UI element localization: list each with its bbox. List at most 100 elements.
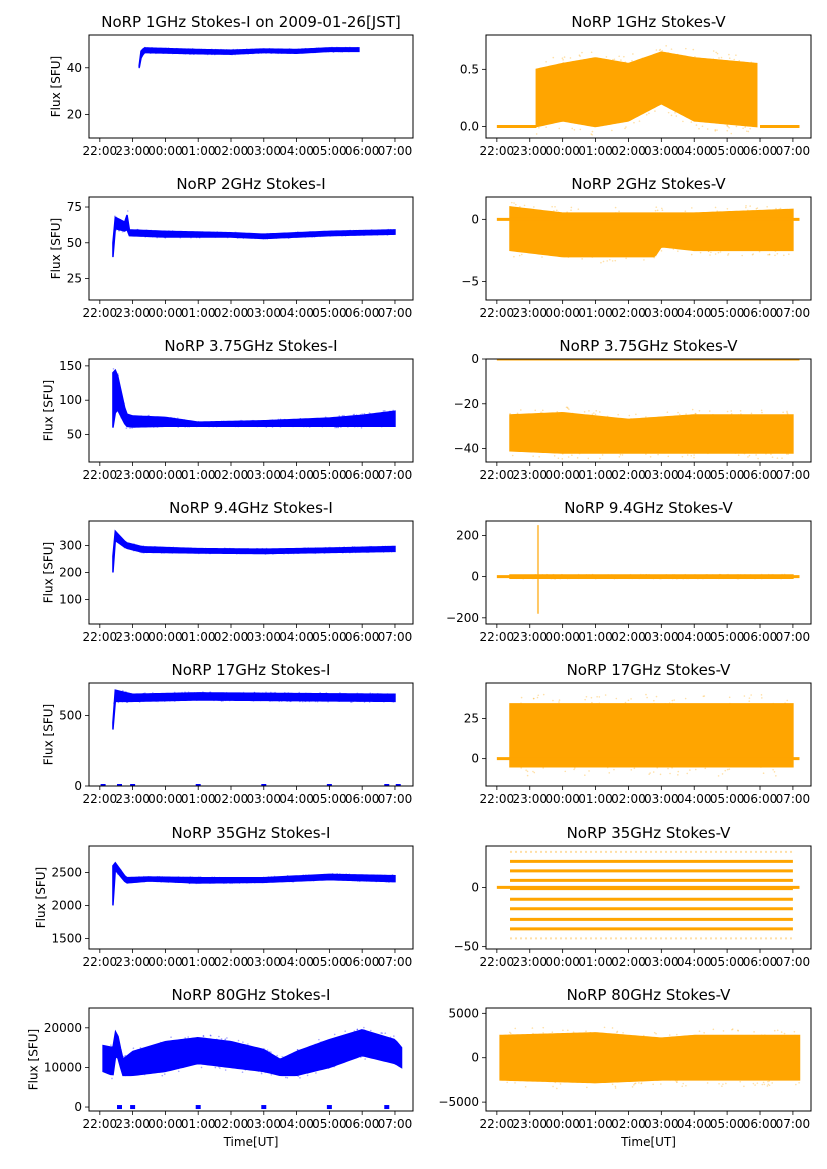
data-point (383, 701, 385, 703)
data-point (352, 700, 355, 703)
data-point (352, 414, 355, 416)
data-point (349, 551, 351, 554)
data-point (716, 129, 718, 131)
data-point (693, 456, 695, 459)
data-band (112, 214, 396, 258)
data-point (392, 409, 394, 412)
data-point (257, 548, 259, 550)
data-point (749, 127, 751, 130)
data-point (110, 1044, 112, 1046)
data-point (376, 874, 378, 877)
y-tick-label: 0 (471, 570, 479, 584)
data-point (531, 1027, 534, 1029)
data-point (516, 412, 519, 415)
data-point (727, 254, 729, 256)
data-point (197, 552, 200, 555)
data-point (210, 53, 213, 56)
data-point (210, 1034, 212, 1037)
data-point (229, 547, 231, 550)
data-point (310, 700, 313, 702)
data-point (545, 61, 547, 63)
data-point (228, 420, 231, 423)
panel-title: NoRP 3.75GHz Stokes-I (164, 337, 337, 355)
data-point (292, 881, 295, 883)
data-point (261, 784, 267, 786)
data-point (259, 699, 262, 702)
data-point (188, 53, 191, 55)
data-point (697, 577, 699, 580)
data-point (117, 701, 120, 704)
x-tick-label: 22:00 (480, 792, 515, 806)
data-point (506, 1081, 508, 1084)
data-point (263, 425, 266, 428)
data-point (335, 873, 338, 876)
data-layer (100, 689, 401, 786)
x-tick-label: 04:00 (279, 144, 314, 158)
data-point (698, 409, 701, 412)
data-point (171, 552, 174, 554)
data-point (380, 229, 382, 231)
data-point (297, 231, 299, 233)
data-point (565, 406, 568, 409)
x-tick-label: 22:00 (480, 468, 515, 482)
x-tick-label: 06:00 (743, 792, 778, 806)
data-point (147, 415, 149, 417)
data-point (614, 1087, 617, 1089)
x-tick-label: 03:00 (246, 955, 281, 969)
data-point (542, 1026, 545, 1029)
data-point (305, 692, 307, 695)
data-point (261, 881, 264, 884)
data-point (356, 1028, 359, 1031)
data-point (116, 784, 122, 786)
data-point (567, 256, 570, 258)
data-point (599, 411, 601, 413)
x-tick-label: 04:00 (279, 306, 314, 320)
data-point (765, 453, 767, 455)
data-point (766, 205, 768, 208)
data-point (147, 876, 150, 878)
data-point (261, 1105, 267, 1110)
data-point (251, 52, 254, 55)
data-point (234, 552, 237, 555)
x-tick-label: 23:00 (512, 144, 547, 158)
data-point (653, 1031, 656, 1034)
data-point (124, 220, 127, 223)
data-point (714, 206, 717, 209)
data-point (210, 421, 213, 423)
data-point (142, 692, 144, 695)
data-point (193, 882, 195, 884)
data-point (214, 48, 217, 51)
data-point (307, 235, 309, 238)
data-point (148, 414, 150, 417)
data-point (343, 546, 345, 548)
data-point (645, 416, 647, 418)
data-point (238, 548, 240, 550)
data-point (170, 416, 172, 419)
data-point (200, 1066, 203, 1069)
data-point (760, 766, 762, 768)
data-point (370, 1029, 372, 1032)
data-point (123, 402, 125, 405)
x-tick-label: 07:00 (776, 955, 811, 969)
data-point (308, 700, 311, 703)
data-point (510, 201, 513, 204)
data-point (265, 547, 268, 550)
data-point (225, 49, 228, 51)
data-point (264, 1071, 266, 1074)
data-point (737, 414, 740, 416)
data-point (717, 775, 720, 777)
data-point (177, 1070, 180, 1073)
data-point (268, 1050, 271, 1053)
data-point (393, 693, 395, 695)
data-point (139, 1046, 142, 1049)
data-point (560, 765, 562, 768)
data-point (669, 772, 671, 775)
data-point (591, 701, 593, 704)
data-point (126, 210, 129, 212)
y-tick-label: 0 (471, 880, 479, 894)
data-point (356, 880, 359, 882)
data-point (356, 1028, 359, 1031)
data-point (699, 249, 701, 252)
x-tick-label: 05:00 (312, 630, 347, 644)
data-point (240, 419, 242, 422)
